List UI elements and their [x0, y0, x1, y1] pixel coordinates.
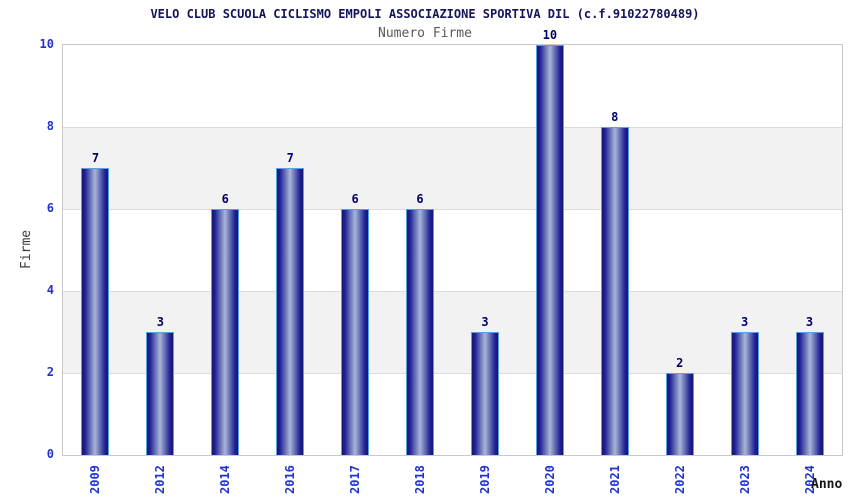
x-tick-label: 2018	[413, 465, 428, 494]
bar	[341, 209, 370, 455]
grid-line	[63, 373, 842, 374]
bar	[470, 332, 499, 455]
bar-value-label: 7	[91, 151, 100, 165]
grid-line	[63, 209, 842, 210]
x-tick-label: 2009	[88, 465, 103, 494]
bar	[795, 332, 824, 455]
y-tick-label: 2	[46, 365, 54, 379]
plot-area: 7 3 6 7 6 6 3 10 8 2 3 3	[62, 28, 843, 456]
y-axis-label: Firme	[19, 229, 34, 269]
x-tick-label: 2022	[672, 465, 687, 494]
bar	[211, 209, 240, 455]
x-tick-label: 2012	[153, 465, 168, 494]
y-tick-label: 0	[46, 447, 54, 461]
chart-subtitle: Numero Firme	[378, 26, 472, 41]
bar-value-label: 10	[542, 28, 558, 42]
bar-value-label: 3	[741, 315, 749, 329]
bar	[406, 209, 435, 455]
x-tick-label: 2020	[542, 465, 557, 494]
bar	[730, 332, 759, 455]
y-tick-label: 10	[39, 37, 54, 51]
bar-value-label: 3	[805, 315, 814, 329]
y-tick-label: 8	[46, 119, 54, 133]
bar-value-label: 2	[676, 356, 684, 370]
bar	[276, 168, 305, 455]
x-tick-label: 2014	[218, 465, 233, 494]
y-tick-label: 6	[46, 201, 54, 215]
x-axis-label: Anno	[811, 477, 843, 492]
grid-band	[63, 291, 842, 373]
bar-value-label: 6	[416, 192, 424, 206]
bar	[81, 168, 110, 455]
y-tick-label: 4	[46, 283, 54, 297]
grid-line	[63, 291, 842, 292]
bar-value-label: 6	[351, 192, 359, 206]
x-tick-label: 2016	[283, 465, 298, 494]
bar-value-label: 8	[611, 110, 619, 124]
grid-line	[63, 127, 842, 128]
x-tick-label: 2019	[477, 465, 492, 494]
x-tick-label: 2023	[737, 465, 752, 494]
bar	[665, 373, 694, 455]
bar-value-label: 7	[286, 151, 294, 165]
bar-value-label: 6	[221, 192, 229, 206]
bar-value-label: 3	[156, 315, 164, 329]
bar-value-label: 3	[481, 315, 489, 329]
x-tick-label: 2017	[348, 465, 363, 494]
grid-band	[63, 127, 842, 209]
bar	[146, 332, 175, 455]
bar	[535, 45, 564, 455]
chart-title: VELO CLUB SCUOLA CICLISMO EMPOLI ASSOCIA…	[150, 7, 700, 21]
x-tick-label: 2021	[607, 465, 622, 494]
bar	[600, 127, 629, 455]
